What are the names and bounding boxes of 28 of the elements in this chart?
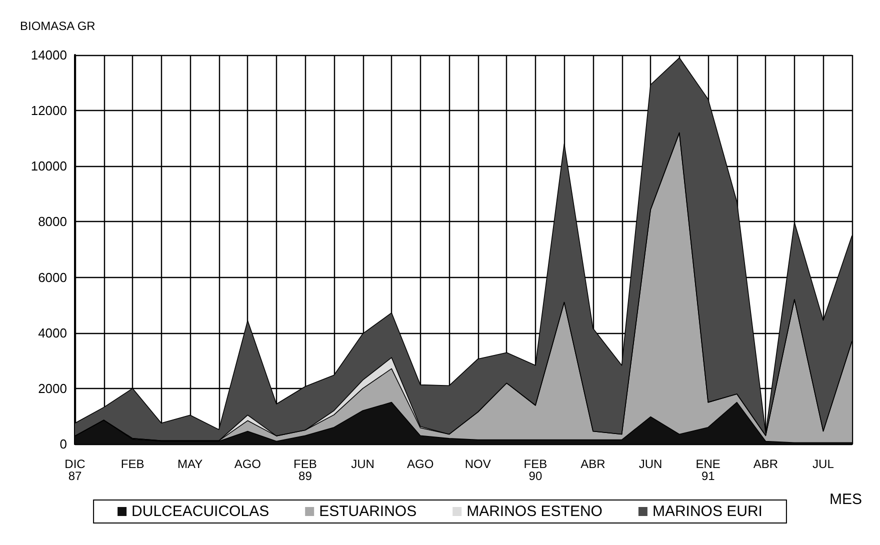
y-tick-label: 8000 [38, 214, 67, 230]
legend-label: DULCEACUICOLAS [132, 503, 270, 520]
x-tick-label: ABR [753, 457, 778, 471]
x-tick-label: FEB [120, 457, 144, 471]
x-tick-label: ABR [580, 457, 606, 471]
x-tick-label: JUN [638, 457, 662, 471]
x-tick-label: ENE 91 [696, 457, 720, 483]
y-tick-label: 2000 [38, 380, 67, 396]
y-tick-label: 6000 [38, 270, 67, 285]
x-tick-label: DIC 87 [64, 457, 86, 483]
y-tick-label: 10000 [30, 158, 67, 174]
y-tick-label: 0 [60, 436, 67, 452]
y-tick-label: 12000 [30, 103, 67, 118]
x-tick-label: FEB 89 [294, 457, 317, 483]
y-tick-label: 14000 [30, 48, 67, 62]
legend-label: ESTUARINOS [319, 503, 417, 520]
x-axis-title: MES [829, 491, 862, 508]
x-tick-label: JUN [351, 457, 374, 471]
x-tick-label: AGO [406, 457, 434, 471]
x-tick-label: NOV [464, 457, 491, 471]
y-tick-label: 4000 [38, 325, 67, 340]
x-tick-label: FEB 90 [524, 457, 548, 483]
x-tick-label: JUL [812, 457, 834, 471]
y-axis-title: BIOMASA GR [20, 19, 96, 33]
legend-label: MARINOS EURI [652, 503, 762, 520]
legend-label: MARINOS ESTENO [466, 503, 602, 520]
x-tick-label: AGO [234, 457, 262, 471]
x-tick-label: MAY [178, 457, 203, 471]
